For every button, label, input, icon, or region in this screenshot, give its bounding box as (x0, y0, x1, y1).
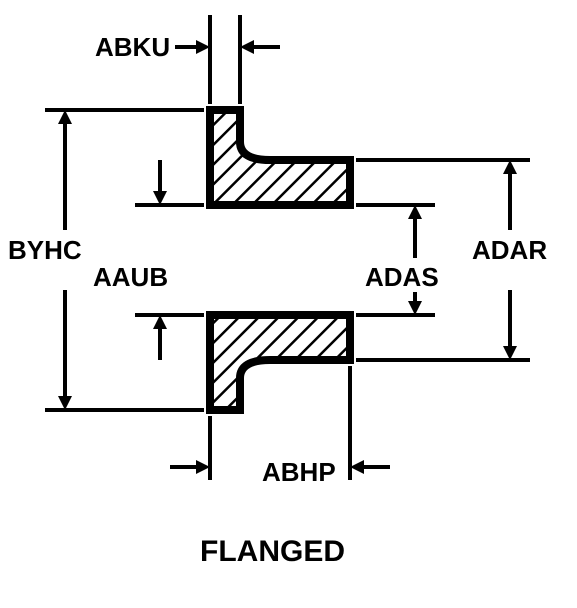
label-abku: ABKU (95, 32, 170, 63)
label-aaub: AAUB (93, 262, 168, 293)
label-adas: ADAS (365, 262, 439, 293)
engineering-drawing (0, 0, 577, 608)
label-abhp: ABHP (262, 457, 336, 488)
diagram-title: FLANGED (200, 535, 345, 569)
label-byhc: BYHC (8, 235, 82, 266)
label-adar: ADAR (472, 235, 547, 266)
